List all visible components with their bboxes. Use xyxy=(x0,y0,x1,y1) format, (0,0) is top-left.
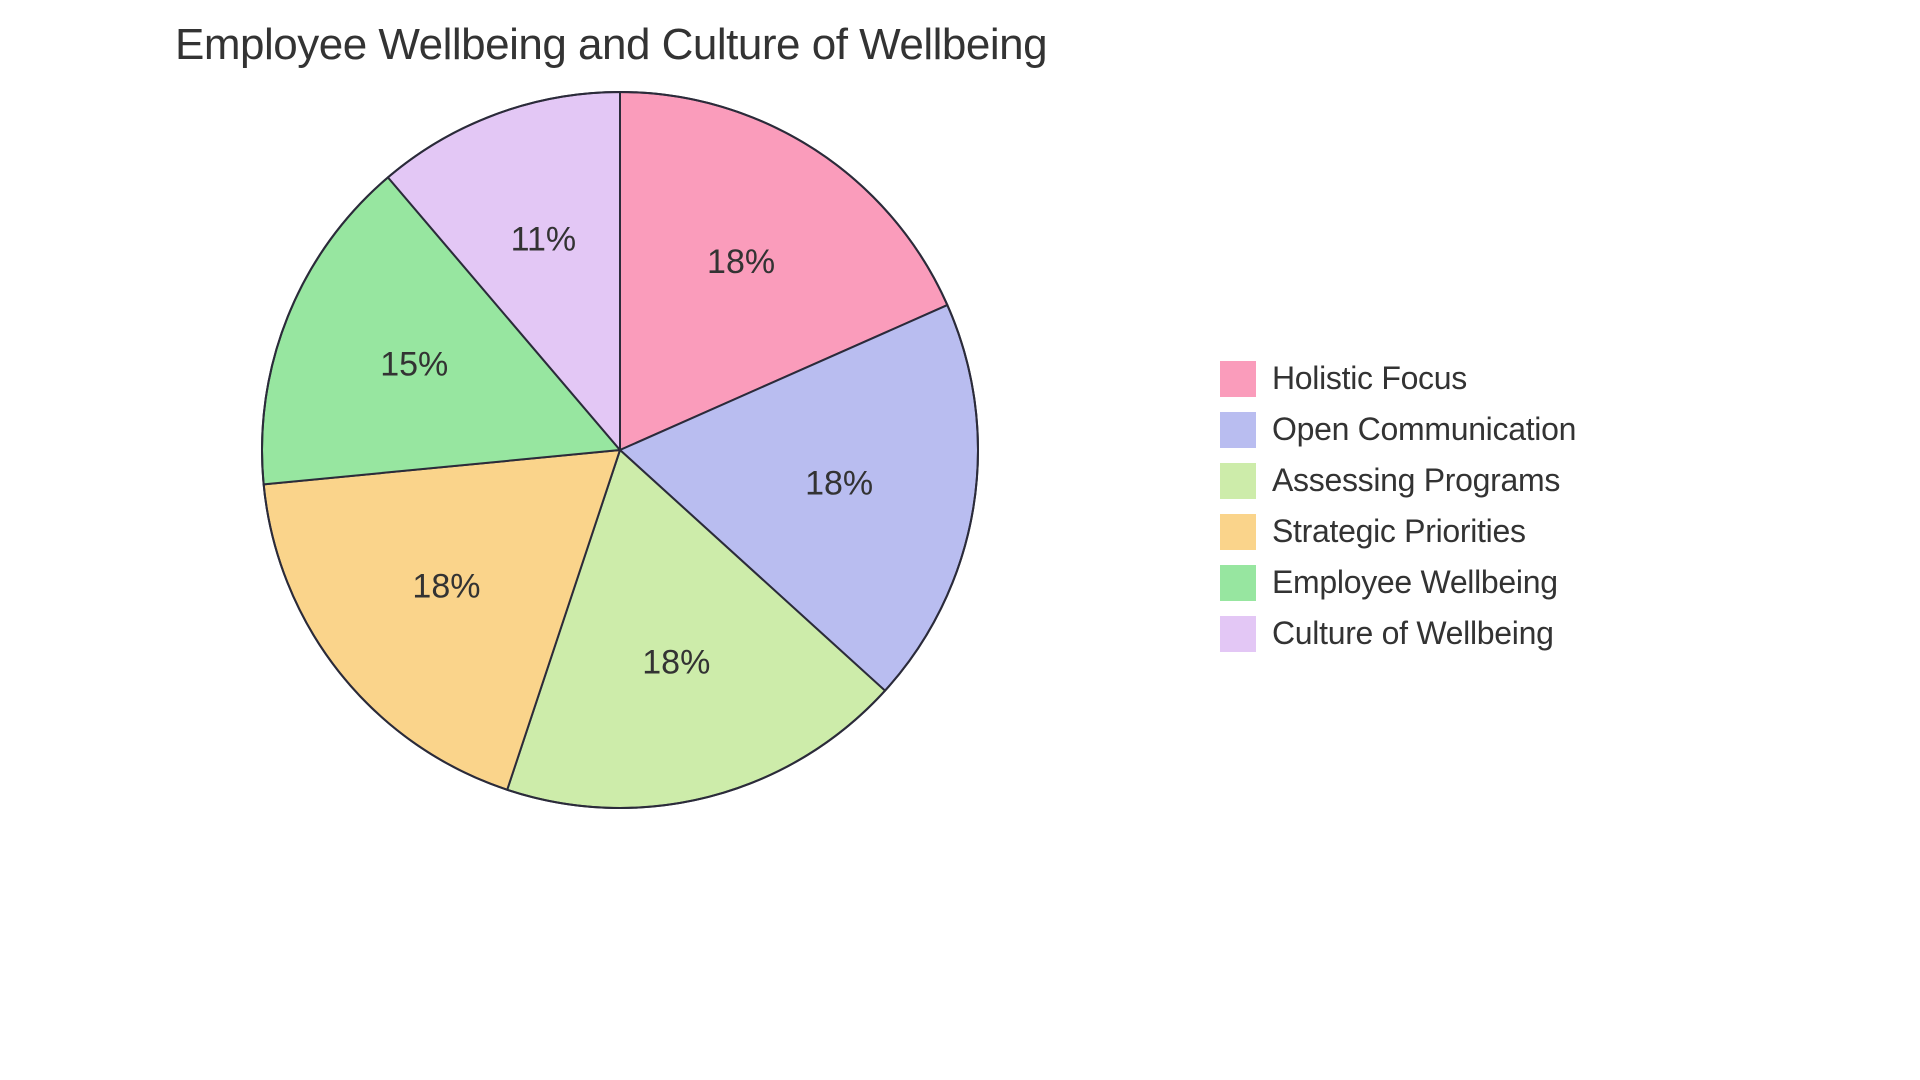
legend-label: Culture of Wellbeing xyxy=(1272,615,1554,652)
legend-item: Culture of Wellbeing xyxy=(1220,615,1576,652)
legend-swatch xyxy=(1220,514,1256,550)
legend-swatch xyxy=(1220,361,1256,397)
slice-label: 18% xyxy=(412,567,480,605)
legend-item: Employee Wellbeing xyxy=(1220,564,1576,601)
legend-label: Holistic Focus xyxy=(1272,360,1467,397)
legend-item: Assessing Programs xyxy=(1220,462,1576,499)
chart-container: Employee Wellbeing and Culture of Wellbe… xyxy=(0,0,1920,1080)
chart-title: Employee Wellbeing and Culture of Wellbe… xyxy=(175,20,1047,70)
legend-item: Strategic Priorities xyxy=(1220,513,1576,550)
legend-label: Strategic Priorities xyxy=(1272,513,1526,550)
legend-swatch xyxy=(1220,463,1256,499)
legend-swatch xyxy=(1220,616,1256,652)
legend-swatch xyxy=(1220,565,1256,601)
legend-item: Holistic Focus xyxy=(1220,360,1576,397)
slice-label: 15% xyxy=(380,346,448,384)
slice-label: 18% xyxy=(642,644,710,682)
slice-label: 18% xyxy=(805,464,873,502)
legend: Holistic Focus Open Communication Assessin… xyxy=(1220,360,1576,652)
legend-label: Assessing Programs xyxy=(1272,462,1560,499)
legend-swatch xyxy=(1220,412,1256,448)
legend-label: Employee Wellbeing xyxy=(1272,564,1558,601)
legend-item: Open Communication xyxy=(1220,411,1576,448)
slice-label: 18% xyxy=(707,243,775,281)
slice-label: 11% xyxy=(511,221,577,259)
pie-chart: 18% 18% 18% 18% 15% 11% xyxy=(260,90,980,810)
legend-label: Open Communication xyxy=(1272,411,1576,448)
